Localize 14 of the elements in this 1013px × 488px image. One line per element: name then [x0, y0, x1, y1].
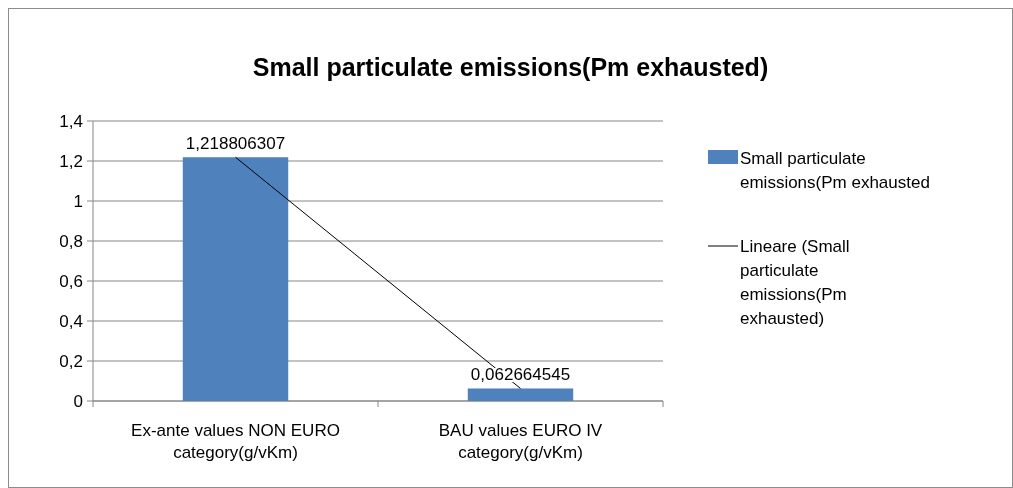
- y-tick-label: 1,4: [59, 111, 83, 131]
- x-tick-label: BAU values EURO IV category(g/vKm): [438, 421, 603, 462]
- chart-title: Small particulate emissions(Pm exhausted): [252, 53, 769, 81]
- data-label: 1,218806307: [185, 134, 286, 154]
- y-tick-label: 0,2: [59, 351, 83, 371]
- y-tick-label: 1: [73, 191, 83, 211]
- legend-label: Lineare (Small particulate emissions(Pm exhausted): [740, 236, 850, 328]
- y-tick-label: 0: [73, 391, 83, 411]
- y-tick-label: 0,8: [59, 231, 83, 251]
- x-tick-label: Ex-ante values NON EURO category(g/vKm): [131, 421, 340, 462]
- y-tick-label: 1,2: [59, 151, 83, 171]
- y-tick-label: 0,6: [59, 271, 83, 291]
- y-tick-label: 0,4: [59, 311, 83, 331]
- legend-label: Small particulate emissions(Pm exhausted: [740, 148, 930, 192]
